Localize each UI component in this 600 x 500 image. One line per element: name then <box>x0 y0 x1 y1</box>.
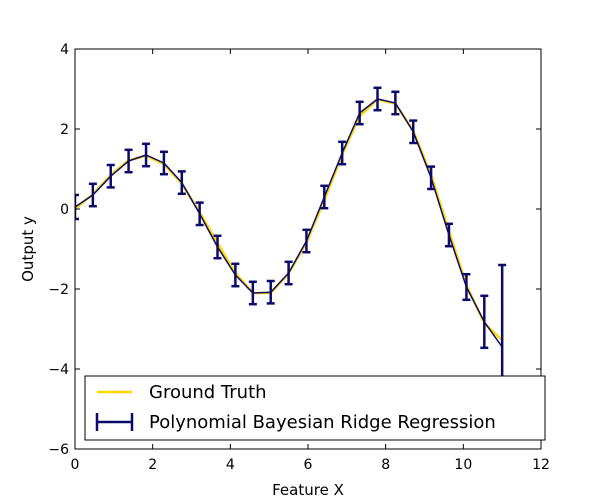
y-tick-label: −2 <box>48 282 69 298</box>
errorbar <box>444 222 453 248</box>
errorbar <box>195 201 204 227</box>
prediction-line <box>75 98 503 348</box>
legend-box <box>84 375 546 441</box>
errorbar <box>462 272 471 302</box>
x-tick-label: 10 <box>454 457 472 473</box>
y-tick-label: −6 <box>48 442 69 458</box>
errorbar <box>480 294 489 350</box>
errorbar <box>124 148 133 174</box>
errorbar <box>320 184 329 210</box>
errorbar <box>75 193 79 221</box>
errorbar <box>142 142 151 168</box>
errorbar <box>284 260 293 286</box>
x-tick-label: 0 <box>71 457 80 473</box>
y-tick-label: 0 <box>60 202 69 218</box>
errorbar <box>391 90 400 116</box>
y-tick-label: 4 <box>60 42 69 58</box>
x-axis-label: Feature X <box>272 481 344 499</box>
errorbar <box>355 100 364 126</box>
x-tick-label: 8 <box>381 457 390 473</box>
errorbar <box>177 170 186 196</box>
errorbar <box>106 163 115 189</box>
x-tick-label: 12 <box>532 457 550 473</box>
legend-label-ground-truth: Ground Truth <box>149 382 267 403</box>
errorbar <box>338 140 347 166</box>
errorbar <box>427 165 436 191</box>
y-tick-label: −4 <box>48 362 69 378</box>
axes: 0 2 4 6 8 10 12 −6 −4 −2 0 2 4 Feature X Output y <box>19 42 550 499</box>
errorbar <box>373 86 382 112</box>
errorbar <box>213 234 222 260</box>
errorbar <box>302 228 311 254</box>
errorbar <box>159 150 168 176</box>
x-tick-label: 4 <box>226 457 235 473</box>
errorbar <box>231 262 240 288</box>
legend: Ground Truth Polynomial Bayesian Ridge Re… <box>84 375 546 441</box>
errorbar <box>248 280 257 306</box>
y-axis-label: Output y <box>19 216 37 282</box>
legend-label-prediction: Polynomial Bayesian Ridge Regression <box>149 412 496 433</box>
legend-entry-prediction: Polynomial Bayesian Ridge Regression <box>95 412 496 433</box>
errorbar <box>409 119 418 145</box>
errorbar <box>88 182 97 208</box>
x-tick-label: 6 <box>304 457 313 473</box>
x-tick-label: 2 <box>148 457 157 473</box>
y-tick-label: 2 <box>60 122 69 138</box>
errorbar <box>266 279 275 305</box>
ground-truth-line <box>75 98 504 342</box>
legend-entry-ground-truth: Ground Truth <box>97 382 267 403</box>
